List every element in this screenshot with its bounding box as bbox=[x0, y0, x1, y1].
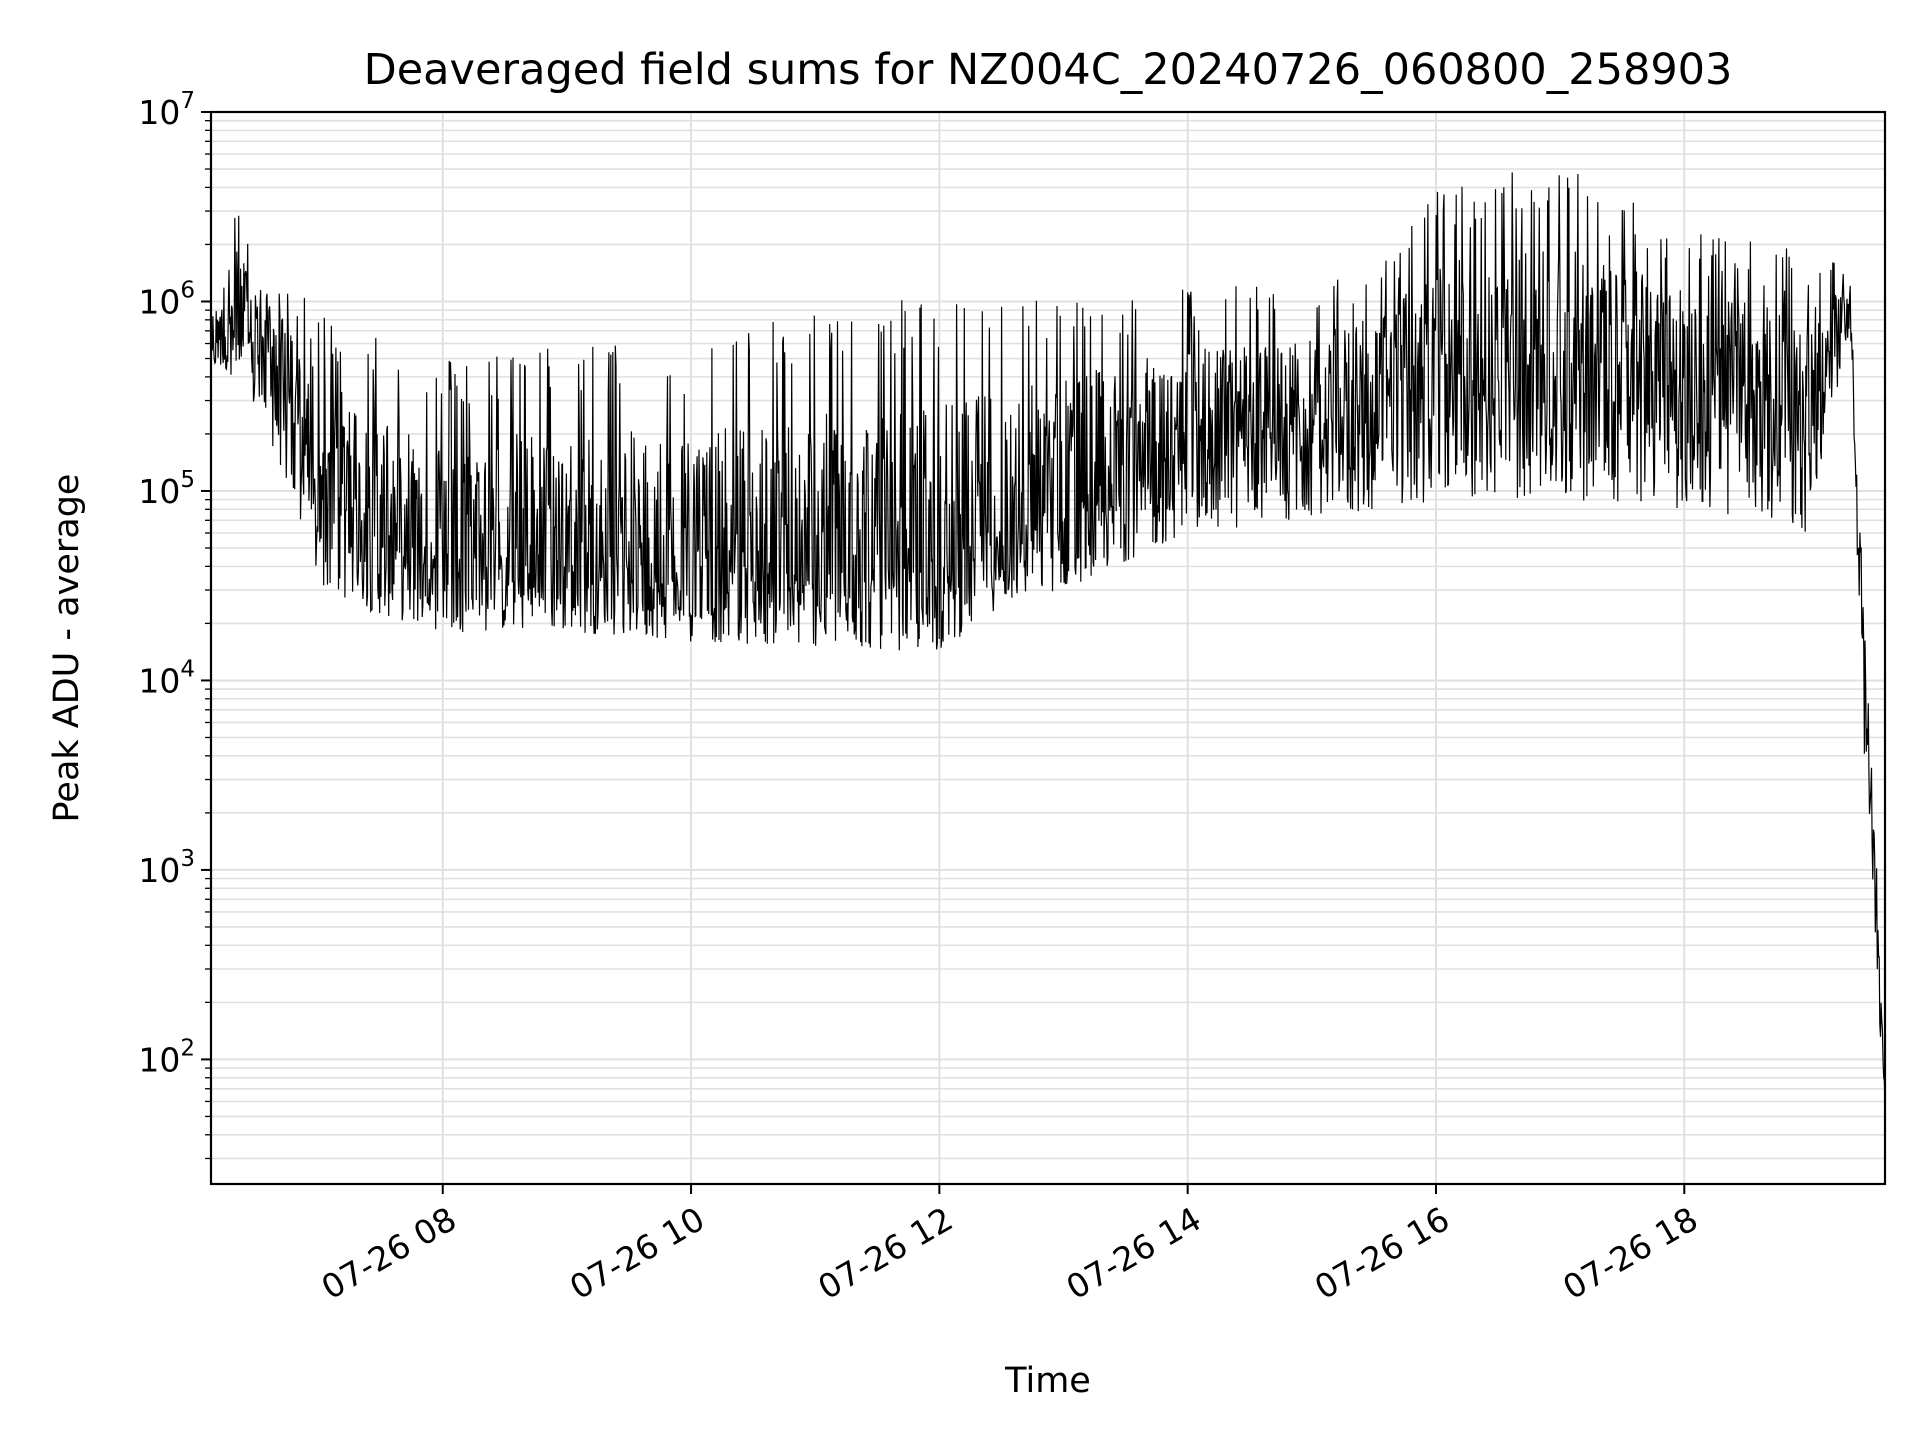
plot-frame bbox=[209, 110, 1887, 1186]
y-tick-label: 105 bbox=[138, 467, 195, 511]
x-tick-label: 07-26 12 bbox=[811, 1199, 959, 1307]
y-tick-label: 103 bbox=[138, 846, 195, 890]
y-tick-label: 106 bbox=[138, 277, 195, 321]
x-axis-title: Time bbox=[1004, 1361, 1091, 1401]
chart-title: Deaveraged field sums for NZ004C_2024072… bbox=[364, 45, 1733, 95]
y-tick-label: 102 bbox=[138, 1035, 195, 1079]
y-axis-title: Peak ADU - average bbox=[47, 474, 87, 823]
y-tick-label: 104 bbox=[138, 656, 195, 700]
x-tick-label: 07-26 10 bbox=[563, 1199, 711, 1307]
x-tick-label: 07-26 16 bbox=[1308, 1199, 1456, 1307]
x-axis: 07-26 08 07-26 10 07-26 12 07-26 14 07-26 16… bbox=[315, 1184, 1704, 1307]
series-line bbox=[210, 172, 1886, 1112]
x-tick-label: 07-26 14 bbox=[1060, 1199, 1208, 1307]
y-tick-label: 107 bbox=[138, 88, 195, 132]
y-axis: 102 103 104 105 106 107 bbox=[138, 88, 211, 1160]
x-tick-label: 07-26 08 bbox=[315, 1199, 463, 1307]
x-tick-label: 07-26 18 bbox=[1556, 1199, 1704, 1307]
series-line-group bbox=[210, 172, 1886, 1112]
